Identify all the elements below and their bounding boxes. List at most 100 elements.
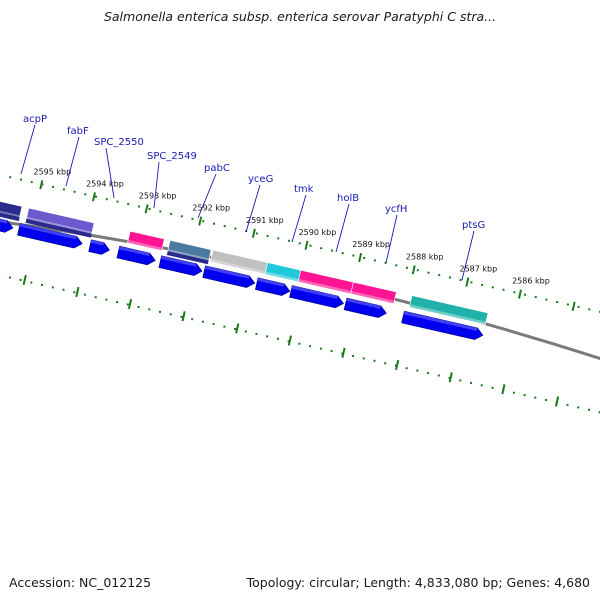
- feature-band: [408, 295, 489, 325]
- cds-arrow-highlight: [346, 298, 381, 309]
- inner-scale-dot: [416, 369, 419, 372]
- inner-scale-dot: [512, 391, 515, 394]
- inner-major-tick: [22, 274, 27, 286]
- outer-scale-dot: [566, 303, 569, 306]
- gene-leader-line: [197, 173, 217, 219]
- feature-underline: [0, 212, 20, 222]
- inner-scale-dot: [523, 394, 526, 397]
- outer-major-tick: [411, 265, 416, 275]
- scale-label: 2594 kbp: [86, 179, 124, 188]
- outer-scale-dot: [298, 242, 301, 245]
- outer-scale-dot: [309, 244, 312, 247]
- feature-band-shade: [127, 240, 163, 251]
- outer-scale-dot: [577, 305, 580, 308]
- outer-scale-dot: [459, 279, 462, 281]
- cds-arrow-highlight: [0, 218, 8, 224]
- inner-scale-dot: [94, 296, 97, 299]
- feature-band: [167, 239, 212, 262]
- inner-scale-dot: [62, 288, 65, 291]
- accession-text: Accession: NC_012125: [9, 575, 152, 590]
- outer-scale-dot: [52, 185, 55, 188]
- outer-major-tick: [304, 240, 309, 250]
- gene-leader-line: [153, 161, 160, 209]
- outer-scale-dot: [30, 181, 33, 184]
- inner-scale-dot: [352, 354, 354, 357]
- feature-track: [0, 201, 489, 325]
- outer-scale-dot: [62, 188, 65, 191]
- outer-scale-dot: [363, 257, 366, 259]
- inner-scale-dot: [234, 328, 237, 330]
- inner-scale-dot: [105, 298, 108, 301]
- outer-scale-dot: [127, 203, 130, 206]
- feature-band: [25, 207, 95, 236]
- inner-scale-dot: [73, 291, 76, 294]
- inner-scale-dot: [394, 364, 397, 367]
- inner-major-tick: [395, 359, 400, 371]
- gene-label: ycfH: [385, 204, 407, 215]
- inner-scale-dot: [30, 281, 33, 284]
- outer-scale-dot: [170, 212, 173, 215]
- outer-major-tick: [91, 192, 96, 202]
- outer-major-tick: [251, 228, 256, 238]
- inner-scale-dot: [180, 315, 183, 318]
- inner-scale-dot: [362, 357, 365, 360]
- outer-scale-dot: [191, 217, 194, 220]
- inner-scale-dot: [470, 381, 472, 384]
- inner-scale-dot: [319, 347, 322, 350]
- outer-scale-dot: [373, 259, 376, 262]
- outer-scale-dot: [266, 234, 269, 237]
- gene-label: holB: [337, 193, 359, 204]
- feature-band: [127, 230, 165, 252]
- scale-label: 2592 kbp: [192, 204, 230, 213]
- inner-scale-dot: [330, 350, 333, 353]
- cds-arrow-highlight: [90, 239, 104, 246]
- outer-scale-dot: [137, 205, 140, 208]
- gene-leader-line: [245, 184, 261, 233]
- scale-label: 2591 kbp: [246, 216, 284, 225]
- feature-band-shade: [210, 258, 266, 275]
- inner-scale-dot: [83, 293, 86, 296]
- inner-scale-dot: [437, 374, 440, 377]
- cds-arrow-highlight: [291, 285, 338, 299]
- scale-label: 2586 kbp: [512, 277, 550, 286]
- inner-scale-dot: [277, 337, 279, 340]
- inner-scale-dot: [405, 367, 408, 370]
- gene-label: acpP: [23, 114, 47, 125]
- scale-label: 2587 kbp: [460, 265, 498, 274]
- cds-arrow-highlight: [118, 246, 150, 257]
- gene-label: SPC_2550: [94, 137, 144, 148]
- gene-label: tmk: [294, 184, 314, 195]
- scale-label: 2593 kbp: [139, 191, 177, 200]
- inner-scale-dot: [51, 286, 54, 289]
- inner-scale-dot: [169, 313, 172, 316]
- cds-arrow-highlight: [19, 223, 77, 240]
- outer-major-tick: [198, 216, 203, 226]
- inner-scale-dot: [201, 320, 204, 323]
- gene-label: fabF: [67, 126, 89, 137]
- outer-scale-dot: [288, 239, 291, 242]
- cds-arrow-highlight: [403, 311, 478, 331]
- inner-scale-dot: [309, 345, 312, 348]
- gene-leader-line: [105, 147, 115, 199]
- outer-scale-dot: [341, 252, 344, 255]
- outer-scale-dot: [116, 200, 119, 203]
- inner-scale-dot: [148, 308, 151, 311]
- outer-scale-dot: [73, 190, 76, 193]
- gene-leader-line: [335, 203, 350, 253]
- inner-scale-dot: [8, 276, 11, 279]
- outer-major-tick: [518, 289, 522, 299]
- outer-scale-dot: [84, 193, 87, 196]
- inner-scale-dot: [588, 408, 590, 411]
- map-title: Salmonella enterica subsp. enterica sero…: [103, 9, 497, 24]
- outer-scale-dot: [481, 283, 484, 286]
- outer-scale-dot: [556, 301, 559, 303]
- inner-scale-dot: [137, 306, 140, 308]
- inner-scale-dot: [480, 384, 483, 387]
- outer-scale-dot: [448, 276, 451, 279]
- feature-band-shade: [265, 271, 299, 282]
- outer-scale-dot: [213, 222, 215, 225]
- outer-scale-dot: [223, 225, 226, 228]
- outer-major-tick: [358, 252, 363, 263]
- gene-label: yceG: [248, 174, 273, 185]
